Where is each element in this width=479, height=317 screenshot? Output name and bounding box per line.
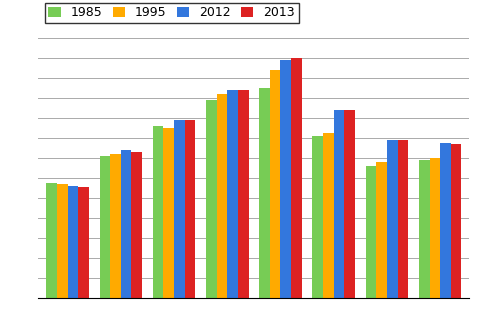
Bar bbox=[238, 90, 249, 298]
Bar bbox=[344, 110, 355, 298]
Bar bbox=[291, 58, 302, 298]
Bar bbox=[100, 156, 110, 298]
Bar bbox=[398, 140, 408, 298]
Bar bbox=[451, 144, 461, 298]
Bar bbox=[419, 160, 430, 298]
Bar bbox=[57, 184, 68, 298]
Bar bbox=[323, 133, 334, 298]
Bar bbox=[365, 166, 376, 298]
Bar bbox=[430, 158, 440, 298]
Bar bbox=[131, 152, 142, 298]
Bar bbox=[46, 183, 57, 298]
Bar bbox=[440, 143, 451, 298]
Bar bbox=[270, 70, 281, 298]
Bar bbox=[312, 136, 323, 298]
Bar bbox=[334, 110, 344, 298]
Bar bbox=[174, 120, 185, 298]
Bar bbox=[217, 94, 227, 298]
Bar bbox=[121, 150, 131, 298]
Bar bbox=[153, 126, 163, 298]
Bar bbox=[259, 88, 270, 298]
Bar bbox=[376, 162, 387, 298]
Bar bbox=[110, 154, 121, 298]
Legend: 1985, 1995, 2012, 2013: 1985, 1995, 2012, 2013 bbox=[45, 3, 299, 23]
Bar bbox=[206, 100, 217, 298]
Bar bbox=[387, 140, 398, 298]
Bar bbox=[68, 186, 78, 298]
Bar bbox=[78, 187, 89, 298]
Bar bbox=[163, 128, 174, 298]
Bar bbox=[227, 90, 238, 298]
Bar bbox=[281, 60, 291, 298]
Bar bbox=[185, 120, 195, 298]
